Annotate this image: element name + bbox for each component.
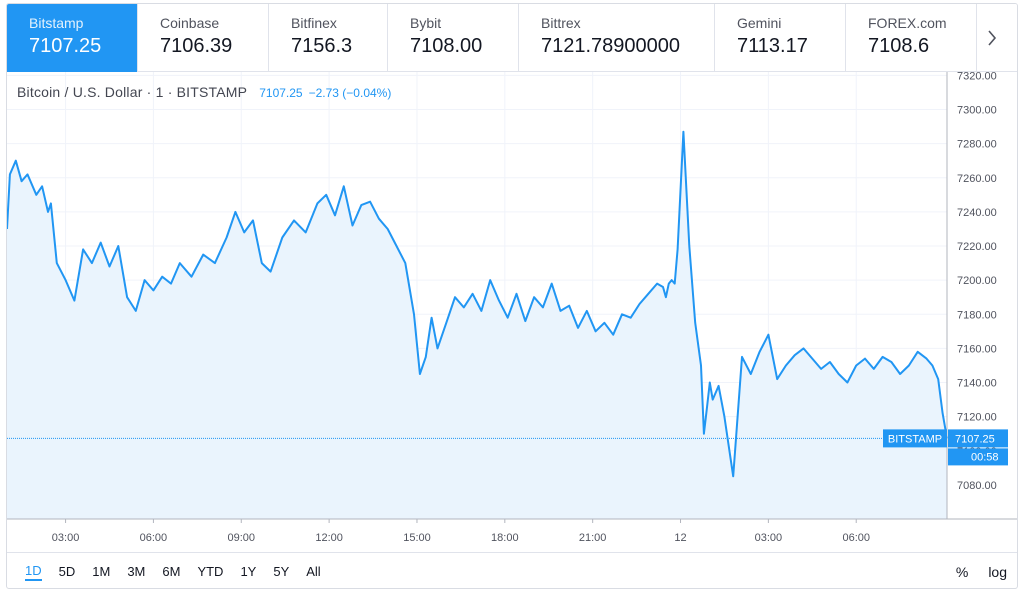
tab-price: 7106.39 <box>160 35 233 57</box>
tab-name: Bitstamp <box>29 15 84 31</box>
range-1d-button[interactable]: 1D <box>25 563 42 581</box>
x-tick-label: 21:00 <box>579 532 607 544</box>
tab-name: Bitfinex <box>291 15 337 31</box>
y-tick-label: 7220.00 <box>957 241 997 253</box>
y-tick-label: 7140.00 <box>957 378 997 390</box>
tab-bitstamp[interactable]: Bitstamp 7107.25 <box>7 4 138 72</box>
x-tick-label: 12:00 <box>315 532 343 544</box>
y-tick-label: 7280.00 <box>957 139 997 151</box>
percent-scale-toggle[interactable]: % <box>955 564 969 580</box>
x-tick-label: 09:00 <box>228 532 256 544</box>
tab-coinbase[interactable]: Coinbase 7106.39 <box>138 4 269 72</box>
y-tick-label: 7320.00 <box>957 72 997 82</box>
y-tick-label: 7200.00 <box>957 275 997 287</box>
symbol-label: Bitcoin / U.S. Dollar · 1 · BITSTAMP <box>17 84 248 100</box>
tab-price: 7108.00 <box>410 35 483 57</box>
last-price-tag <box>948 429 1008 448</box>
y-tick-label: 7160.00 <box>957 343 997 355</box>
tab-price: 7121.78900000 <box>541 35 681 57</box>
price-area <box>7 131 947 519</box>
legend-change: −2.73 (−0.04%) <box>308 86 392 100</box>
x-tick-label: 03:00 <box>52 532 80 544</box>
range-6m-button[interactable]: 6M <box>162 563 181 579</box>
tab-forex-com[interactable]: FOREX.com 7108.6 <box>846 4 977 72</box>
tab-price: 7107.25 <box>29 35 102 57</box>
x-tick-label: 06:00 <box>842 532 870 544</box>
legend-last-value: 7107.25 <box>259 86 303 100</box>
range-1m-button[interactable]: 1M <box>92 563 111 579</box>
chart-legend: Bitcoin / U.S. Dollar · 1 · BITSTAMP 710… <box>17 84 391 100</box>
tab-price: 7156.3 <box>291 35 353 57</box>
range-1y-button[interactable]: 1Y <box>240 563 257 579</box>
x-tick-label: 12 <box>674 532 686 544</box>
price-source-label: BITSTAMP <box>888 433 942 445</box>
range-5y-button[interactable]: 5Y <box>273 563 290 579</box>
y-tick-label: 7120.00 <box>957 412 997 424</box>
chevron-right-icon <box>988 30 997 46</box>
y-tick-label: 7180.00 <box>957 309 997 321</box>
tab-name: Gemini <box>737 15 782 31</box>
x-tick-label: 06:00 <box>140 532 168 544</box>
tabs-next-button[interactable] <box>977 4 1007 72</box>
log-scale-toggle[interactable]: log <box>988 564 1007 580</box>
y-tick-label: 7300.00 <box>957 105 997 117</box>
price-line <box>7 130 948 478</box>
tab-bitfinex[interactable]: Bitfinex 7156.3 <box>269 4 388 72</box>
countdown-label: 00:58 <box>971 451 999 463</box>
price-chart[interactable]: 7080.007100.007120.007140.007160.007180.… <box>7 70 1018 552</box>
tab-price: 7113.17 <box>737 35 808 57</box>
chart-widget: Bitstamp 7107.25 Coinbase 7106.39 Bitfin… <box>6 3 1018 589</box>
y-tick-label: 7080.00 <box>957 480 997 492</box>
tab-name: Bittrex <box>541 15 581 31</box>
exchange-tabs: Bitstamp 7107.25 Coinbase 7106.39 Bitfin… <box>7 4 1017 72</box>
tab-price: 7108.6 <box>868 35 930 57</box>
countdown-tag <box>948 448 1008 466</box>
range-3m-button[interactable]: 3M <box>127 563 146 579</box>
y-tick-label: 7260.00 <box>957 173 997 185</box>
x-tick-label: 18:00 <box>491 532 519 544</box>
tab-name: Bybit <box>410 15 442 31</box>
range-5d-button[interactable]: 5D <box>58 563 76 579</box>
tab-bybit[interactable]: Bybit 7108.00 <box>388 4 519 72</box>
tab-name: Coinbase <box>160 15 220 31</box>
tab-bittrex[interactable]: Bittrex 7121.78900000 <box>519 4 715 72</box>
tab-gemini[interactable]: Gemini 7113.17 <box>715 4 846 72</box>
last-price-label: 7107.25 <box>955 433 995 445</box>
chart-canvas[interactable]: 7080.007100.007120.007140.007160.007180.… <box>7 70 1018 552</box>
range-toolbar: 1D 5D 1M 3M 6M YTD 1Y 5Y All % log <box>7 552 1017 588</box>
price-source-tag <box>883 429 947 448</box>
y-tick-label: 7240.00 <box>957 207 997 219</box>
range-all-button[interactable]: All <box>306 563 321 579</box>
tab-name: FOREX.com <box>868 15 947 31</box>
range-ytd-button[interactable]: YTD <box>197 563 224 579</box>
x-tick-label: 03:00 <box>755 532 783 544</box>
x-tick-label: 15:00 <box>403 532 431 544</box>
